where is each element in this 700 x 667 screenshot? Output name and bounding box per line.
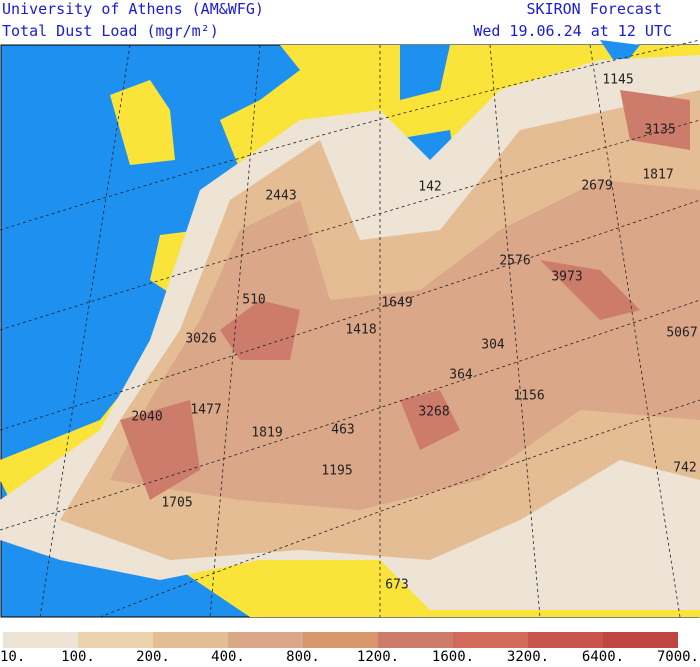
colorbar-segment bbox=[528, 632, 603, 648]
map-value-label: 1649 bbox=[381, 296, 412, 311]
map-value-label: 2679 bbox=[581, 179, 612, 194]
colorbar-segment bbox=[603, 632, 678, 648]
colorbar-segment bbox=[78, 632, 153, 648]
dust-peak bbox=[120, 90, 690, 500]
colorbar: 10. 100. 200. 400. 800. 1200. 1600. 3200. 6400. 7… bbox=[0, 632, 699, 665]
map-value-label: 3268 bbox=[418, 405, 449, 420]
colorbar-label: 100. bbox=[61, 649, 95, 663]
colorbar-segment bbox=[303, 632, 378, 648]
map-value-label: 304 bbox=[481, 338, 505, 353]
header-right-1: SKIRON Forecast bbox=[527, 0, 662, 18]
colorbar-label: 200. bbox=[136, 649, 170, 663]
map-value-label: 1418 bbox=[345, 323, 376, 338]
map-labels: 1145 3135 1817 2679 2443 142 2576 3973 510 1649 30… bbox=[131, 73, 697, 593]
colorbar-label: 10. bbox=[0, 649, 25, 663]
map-value-label: 3026 bbox=[185, 332, 216, 347]
colorbar-segment bbox=[453, 632, 528, 648]
colorbar-label: 6400. bbox=[582, 649, 624, 663]
map-value-label: 3973 bbox=[551, 270, 582, 285]
colorbar-label: 400. bbox=[211, 649, 245, 663]
map-value-label: 1477 bbox=[190, 403, 221, 418]
colorbar-segment bbox=[3, 632, 78, 648]
colorbar-segment bbox=[378, 632, 453, 648]
map-value-label: 364 bbox=[449, 368, 473, 383]
header-left-1: University of Athens (AM&WFG) bbox=[2, 0, 264, 18]
map-value-label: 1145 bbox=[602, 73, 633, 88]
colorbar-label: 3200. bbox=[507, 649, 549, 663]
map-value-label: 2443 bbox=[265, 189, 296, 204]
colorbar-segment bbox=[153, 632, 228, 648]
map-value-label: 1156 bbox=[513, 389, 544, 404]
map-value-label: 673 bbox=[385, 578, 408, 593]
map-value-label: 742 bbox=[673, 461, 696, 476]
map bbox=[0, 39, 700, 618]
colorbar-label: 1600. bbox=[432, 649, 474, 663]
map-value-label: 1817 bbox=[642, 168, 673, 183]
map-value-label: 1819 bbox=[251, 426, 282, 441]
land-britain bbox=[110, 80, 175, 165]
colorbar-label: 800. bbox=[286, 649, 320, 663]
map-value-label: 1195 bbox=[321, 464, 352, 479]
map-value-label: 2040 bbox=[131, 410, 162, 425]
colorbar-label: 7000. bbox=[657, 649, 699, 663]
map-value-label: 5067 bbox=[666, 326, 697, 341]
header-left-2: Total Dust Load (mgr/m²) bbox=[2, 22, 219, 40]
map-value-label: 463 bbox=[331, 423, 354, 438]
map-value-label: 510 bbox=[242, 293, 265, 308]
graticule bbox=[0, 39, 700, 618]
map-value-label: 2576 bbox=[499, 254, 530, 269]
header-right-2: Wed 19.06.24 at 12 UTC bbox=[473, 22, 672, 40]
map-value-label: 1705 bbox=[161, 496, 192, 511]
colorbar-label: 1200. bbox=[357, 649, 399, 663]
map-value-label: 3135 bbox=[644, 123, 675, 138]
map-value-label: 142 bbox=[418, 180, 441, 195]
colorbar-segment bbox=[228, 632, 303, 648]
